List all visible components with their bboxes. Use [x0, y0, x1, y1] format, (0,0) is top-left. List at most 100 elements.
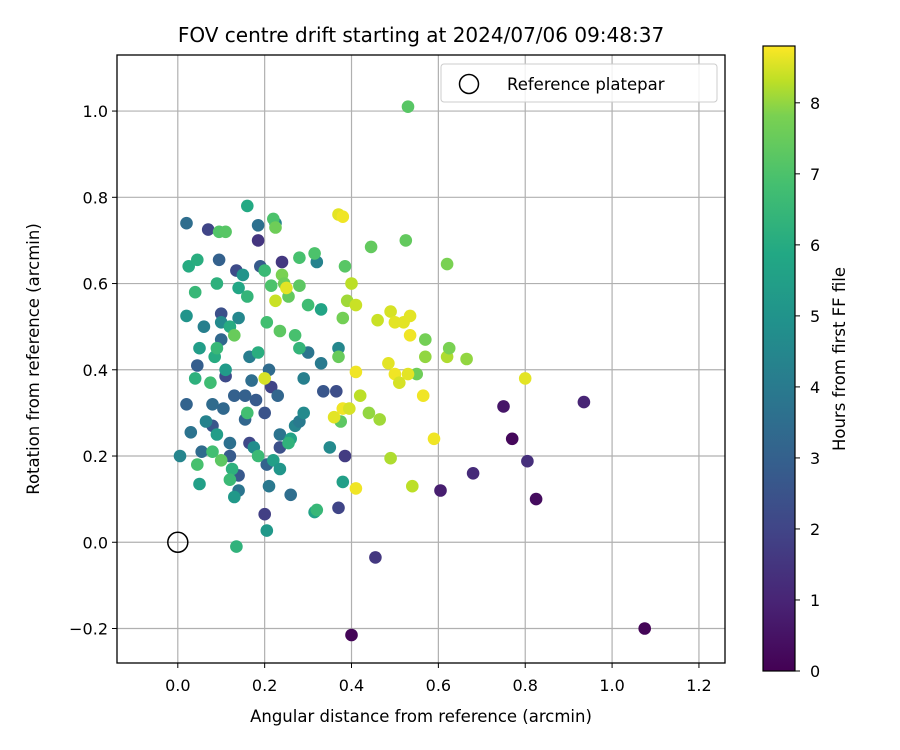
- data-point: [188, 372, 202, 385]
- data-point: [308, 247, 321, 260]
- data-point: [206, 445, 219, 459]
- colorbar: 0 1 2 3 4 5 6 7 8 Hours from first FF file: [762, 45, 849, 681]
- data-point: [219, 225, 232, 239]
- data-point: [349, 298, 363, 312]
- data-point: [219, 363, 232, 377]
- data-point: [238, 389, 252, 403]
- y-axis-ticks: −0.2 0.0 0.2 0.4 0.6 0.8 1.0: [69, 102, 117, 639]
- colorbar-ticks: 0 1 2 3 4 5 6 7 8: [795, 94, 820, 681]
- data-point: [460, 352, 473, 366]
- y-tick-label: 0.4: [83, 361, 108, 380]
- data-point: [293, 341, 306, 355]
- data-point: [210, 341, 224, 355]
- data-point: [212, 253, 226, 267]
- data-point: [293, 251, 306, 264]
- data-point: [180, 216, 193, 230]
- data-point: [188, 285, 202, 299]
- data-point: [258, 372, 272, 385]
- data-point: [466, 467, 480, 480]
- data-point: [384, 451, 397, 465]
- data-point: [314, 303, 328, 316]
- data-point: [353, 389, 367, 403]
- data-point: [241, 199, 254, 213]
- data-point: [373, 413, 387, 426]
- data-point: [191, 359, 204, 372]
- data-point: [401, 100, 415, 113]
- data-point: [260, 524, 274, 537]
- data-point: [440, 257, 454, 271]
- data-point: [399, 234, 413, 247]
- data-point: [301, 298, 315, 312]
- data-point: [267, 454, 280, 467]
- reference-marker-group: [167, 531, 189, 554]
- data-point: [442, 341, 456, 355]
- colorbar-tick-label: 4: [810, 378, 820, 397]
- data-point: [349, 365, 363, 379]
- data-point: [345, 277, 358, 290]
- data-point: [251, 449, 265, 463]
- data-point: [251, 219, 265, 232]
- data-point: [180, 398, 193, 411]
- data-point: [223, 436, 237, 450]
- x-tick-label: 0.6: [426, 676, 451, 695]
- data-point: [204, 376, 217, 390]
- y-tick-label: 0.0: [83, 533, 108, 552]
- data-point: [210, 428, 224, 441]
- chart-title: FOV centre drift starting at 2024/07/06 …: [178, 23, 664, 47]
- colorbar-tick-label: 8: [810, 94, 820, 113]
- x-tick-label: 0.4: [339, 676, 364, 695]
- data-point: [214, 454, 228, 467]
- data-point: [310, 503, 324, 517]
- y-tick-label: 0.6: [83, 275, 108, 294]
- data-point: [225, 462, 239, 476]
- data-point: [434, 484, 447, 497]
- data-point: [217, 402, 230, 415]
- x-tick-label: 1.0: [599, 676, 624, 695]
- data-point: [577, 395, 591, 409]
- data-point: [273, 462, 287, 476]
- data-point: [293, 279, 306, 293]
- data-point: [427, 432, 441, 446]
- data-point: [269, 294, 282, 308]
- data-point: [275, 255, 289, 269]
- data-point: [419, 333, 432, 346]
- data-point: [410, 367, 424, 381]
- data-point: [288, 329, 302, 342]
- data-point: [505, 432, 519, 446]
- data-point: [419, 350, 432, 364]
- y-tick-label: 0.2: [83, 447, 108, 466]
- colorbar-tick-label: 3: [810, 449, 820, 468]
- data-point: [345, 628, 358, 642]
- data-point: [364, 240, 378, 254]
- data-point: [314, 357, 328, 370]
- data-point: [191, 253, 204, 267]
- data-point: [245, 374, 258, 387]
- colorbar-tick-label: 2: [810, 520, 820, 539]
- data-point: [249, 393, 263, 407]
- data-point: [297, 406, 311, 420]
- reference-platepar-marker: [167, 531, 189, 554]
- data-point: [343, 402, 356, 415]
- data-point: [273, 428, 287, 441]
- data-point: [184, 426, 198, 439]
- data-point: [336, 311, 350, 325]
- colorbar-tick-label: 7: [810, 165, 820, 184]
- data-point: [518, 372, 532, 385]
- data-point: [349, 482, 363, 495]
- data-point: [271, 389, 285, 403]
- colorbar-tick-label: 0: [810, 662, 820, 681]
- y-tick-label: 1.0: [83, 102, 108, 121]
- data-point: [397, 316, 410, 329]
- data-points: [173, 100, 651, 642]
- data-point: [338, 449, 352, 463]
- data-point: [403, 329, 417, 342]
- data-point: [406, 479, 419, 493]
- data-point: [173, 449, 187, 463]
- data-point: [264, 380, 278, 394]
- colorbar-tick-label: 6: [810, 236, 820, 255]
- x-tick-label: 0.8: [513, 676, 538, 695]
- data-point: [223, 473, 237, 487]
- data-point: [327, 410, 341, 424]
- data-point: [497, 400, 510, 413]
